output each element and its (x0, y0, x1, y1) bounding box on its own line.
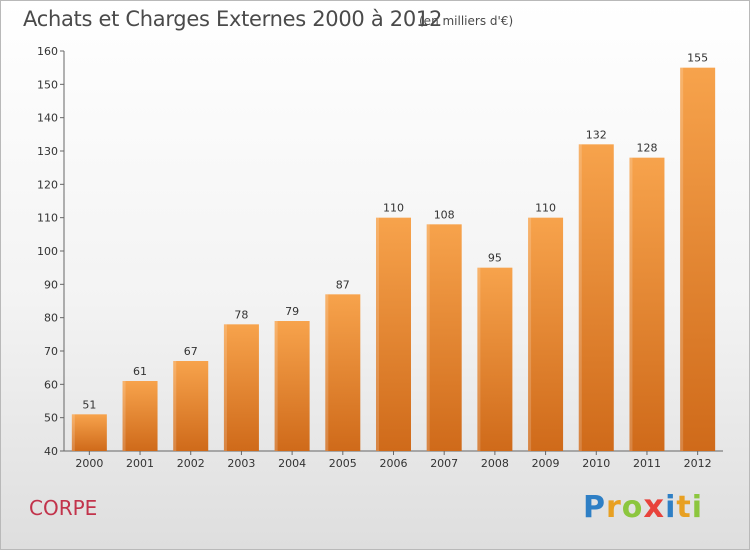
proxiti-logo[interactable]: Proxiti (583, 487, 703, 525)
x-tick-label: 2000 (75, 457, 103, 470)
bar (122, 381, 158, 451)
data-label: 108 (434, 208, 455, 221)
bar (173, 361, 209, 451)
bar-highlight (528, 217, 532, 451)
bar (223, 324, 259, 451)
y-tick-label: 120 (37, 178, 58, 191)
chart-data-labels: 51 61 67 78 79 87 110 108 95 110 132 128 155 (82, 52, 708, 412)
y-tick-label: 130 (37, 145, 58, 158)
bar (578, 144, 614, 452)
logo-letter: o (621, 490, 644, 525)
bar (274, 321, 310, 451)
y-tick-label: 150 (37, 78, 58, 91)
data-label: 95 (488, 252, 502, 265)
x-tick-label: 2003 (227, 457, 255, 470)
bar-highlight (173, 361, 177, 451)
bar-highlight (223, 324, 227, 451)
data-label: 128 (636, 142, 657, 155)
x-tick-label: 2002 (177, 457, 205, 470)
logo-letter: r (606, 490, 622, 525)
data-label: 79 (285, 305, 299, 318)
bar (71, 414, 107, 451)
bar (680, 67, 716, 452)
bar-highlight (680, 67, 684, 452)
bar-highlight (578, 144, 582, 452)
logo-letter: i (665, 490, 677, 525)
bar-highlight (325, 294, 329, 451)
bar (325, 294, 361, 451)
bar (528, 217, 564, 451)
y-tick-label: 50 (44, 412, 58, 425)
logo-letter: i (691, 490, 703, 525)
y-tick-label: 160 (37, 45, 58, 58)
chart-subtitle: (en milliers d'€) (419, 14, 514, 28)
bar-highlight (477, 267, 481, 451)
bar-highlight (274, 321, 278, 451)
bar (629, 157, 665, 451)
bar-highlight (426, 224, 430, 451)
bar-highlight (376, 217, 379, 451)
logo-letter: x (643, 487, 666, 525)
x-tick-label: 2008 (481, 457, 509, 470)
y-tick-label: 140 (37, 112, 58, 125)
data-label: 67 (184, 345, 198, 358)
data-label: 155 (687, 52, 708, 65)
x-tick-label: 2009 (532, 457, 560, 470)
bar-highlight (122, 381, 126, 451)
chart-bars (71, 67, 716, 452)
bar (426, 224, 462, 451)
data-label: 110 (535, 202, 556, 215)
x-tick-label: 2004 (278, 457, 306, 470)
data-label: 51 (82, 398, 96, 411)
x-tick-label: 2006 (380, 457, 408, 470)
data-label: 87 (336, 278, 350, 291)
logo-letter: P (583, 490, 606, 525)
y-tick-label: 80 (44, 312, 58, 325)
data-label: 110 (383, 202, 404, 215)
data-label: 78 (234, 308, 248, 321)
y-tick-label: 90 (44, 278, 58, 291)
data-label: 132 (586, 128, 607, 141)
x-tick-label: 2011 (633, 457, 661, 470)
chart-axes: 40 50 60 70 80 90 100 110 120 130 140 150 160 2000 200… (37, 45, 723, 470)
y-tick-label: 100 (37, 245, 58, 258)
bar-highlight (71, 414, 75, 451)
y-tick-label: 70 (44, 345, 58, 358)
x-tick-label: 2001 (126, 457, 154, 470)
bar-highlight (629, 157, 633, 451)
bar (376, 217, 411, 451)
x-tick-label: 2012 (684, 457, 712, 470)
y-tick-label: 40 (44, 445, 58, 458)
y-tick-label: 60 (44, 378, 58, 391)
x-tick-label: 2007 (430, 457, 458, 470)
data-label: 61 (133, 365, 147, 378)
logo-letter: t (676, 490, 692, 525)
bar (477, 267, 513, 451)
x-tick-label: 2010 (582, 457, 610, 470)
x-tick-label: 2005 (329, 457, 357, 470)
chart-title: Achats et Charges Externes 2000 à 2012 (23, 7, 443, 31)
y-tick-label: 110 (37, 212, 58, 225)
commune-name: CORPE (29, 496, 98, 520)
